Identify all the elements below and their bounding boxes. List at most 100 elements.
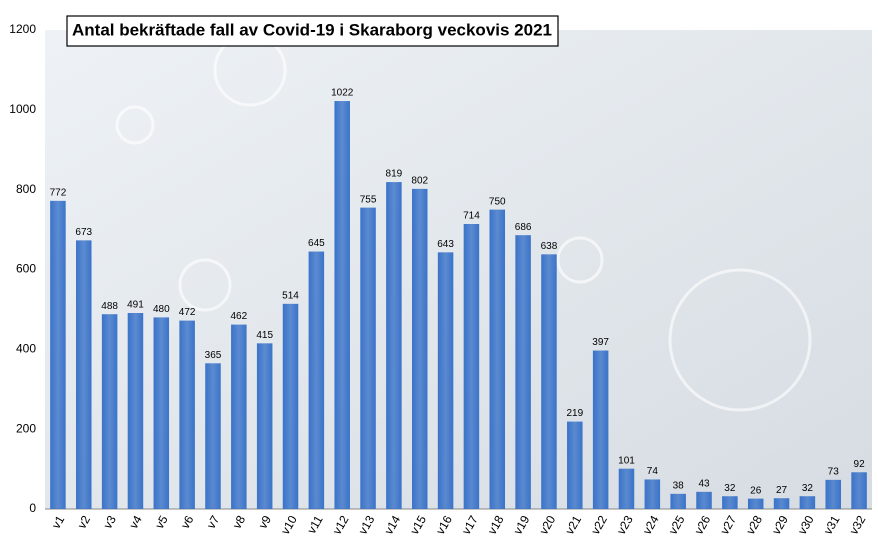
y-tick-label: 400 — [16, 342, 36, 356]
bar — [618, 468, 635, 509]
x-tick-label: v11 — [304, 513, 326, 536]
y-tick-label: 200 — [16, 421, 36, 435]
x-tick-label: v22 — [588, 513, 610, 537]
bar — [773, 498, 790, 509]
x-tick-label: v2 — [75, 513, 94, 531]
value-label: 74 — [647, 466, 659, 477]
x-tick-label: v19 — [511, 513, 533, 537]
value-label: 472 — [179, 307, 196, 318]
title-box — [66, 15, 559, 47]
bar — [541, 254, 557, 509]
value-label: 514 — [282, 290, 299, 301]
x-tick-label: v12 — [330, 513, 352, 537]
bar — [76, 240, 92, 509]
x-tick-label: v27 — [717, 513, 739, 537]
value-label: 638 — [541, 241, 558, 252]
value-label: 415 — [256, 330, 273, 341]
x-tick-label: v24 — [640, 513, 662, 537]
x-tick-label: v30 — [795, 513, 817, 537]
bar — [463, 223, 480, 509]
value-label: 673 — [75, 227, 92, 238]
bar — [437, 252, 454, 510]
value-label: 750 — [489, 196, 506, 207]
x-tick-label: v28 — [743, 513, 765, 537]
bar — [308, 251, 325, 509]
value-label: 219 — [566, 408, 583, 419]
x-tick-label: v14 — [381, 513, 403, 537]
y-tick-label: 1000 — [9, 102, 36, 116]
value-label: 645 — [308, 238, 325, 249]
bar — [334, 101, 350, 509]
value-label: 397 — [592, 337, 609, 348]
x-tick-label: v5 — [152, 513, 171, 531]
bar — [50, 200, 66, 510]
bar — [127, 313, 144, 509]
chart-title: Antal bekräftade fall av Covid-19 i Skar… — [72, 20, 552, 39]
bar — [386, 182, 402, 509]
x-tick-label: v16 — [433, 513, 455, 537]
value-label: 802 — [411, 176, 428, 187]
value-label: 27 — [776, 485, 788, 496]
x-tick-label: v26 — [692, 513, 714, 537]
value-label: 643 — [437, 239, 454, 250]
bar — [231, 324, 247, 509]
x-tick-label: v1 — [49, 513, 68, 531]
x-tick-label: v7 — [204, 513, 223, 531]
x-tick-label: v25 — [666, 513, 688, 537]
value-label: 365 — [205, 350, 222, 361]
x-tick-label: v6 — [178, 513, 197, 531]
x-tick-label: v29 — [769, 513, 791, 537]
value-label: 462 — [230, 311, 247, 322]
value-label: 772 — [50, 187, 67, 198]
x-tick-label: v3 — [100, 513, 119, 531]
value-label: 686 — [515, 222, 532, 233]
bar — [411, 188, 428, 509]
value-label: 101 — [618, 455, 635, 466]
y-tick-label: 0 — [29, 501, 36, 515]
bar — [489, 209, 506, 509]
bar — [205, 363, 221, 509]
bar — [179, 320, 195, 509]
value-label: 714 — [463, 211, 480, 222]
bar — [722, 496, 738, 509]
value-label: 43 — [698, 478, 710, 489]
x-tick-label: v13 — [356, 513, 378, 537]
value-label: 1022 — [331, 88, 354, 99]
bar — [747, 498, 764, 509]
x-tick-label: v23 — [614, 513, 636, 537]
x-tick-label: v9 — [256, 513, 275, 531]
y-tick-label: 600 — [16, 262, 36, 276]
bar — [515, 235, 531, 509]
value-label: 488 — [101, 301, 118, 312]
x-tick-label: v8 — [230, 513, 249, 531]
value-label: 819 — [386, 169, 403, 180]
y-tick-label: 1200 — [9, 22, 36, 36]
bar — [360, 207, 376, 510]
x-tick-label: v32 — [847, 513, 869, 537]
value-label: 73 — [828, 467, 840, 478]
bar — [696, 491, 712, 509]
value-label: 755 — [360, 194, 377, 205]
value-label: 32 — [724, 483, 736, 494]
value-label: 92 — [854, 459, 866, 470]
bar — [670, 493, 686, 509]
bar — [644, 479, 661, 509]
bar — [282, 303, 299, 509]
x-tick-label: v18 — [485, 513, 507, 537]
x-tick-label: v17 — [459, 513, 481, 537]
y-tick-label: 800 — [16, 182, 36, 196]
x-tick-label: v10 — [278, 513, 300, 537]
x-tick-label: v4 — [126, 513, 145, 531]
value-label: 38 — [673, 480, 685, 491]
bar — [592, 350, 609, 509]
x-tick-label: v31 — [821, 513, 843, 537]
value-label: 491 — [127, 300, 144, 311]
bar — [799, 496, 816, 509]
x-tick-label: v20 — [536, 513, 558, 537]
bar — [101, 314, 118, 509]
value-label: 480 — [153, 304, 170, 315]
x-tick-label: v15 — [407, 513, 429, 537]
bar — [567, 421, 583, 509]
x-tick-label: v21 — [562, 513, 584, 537]
